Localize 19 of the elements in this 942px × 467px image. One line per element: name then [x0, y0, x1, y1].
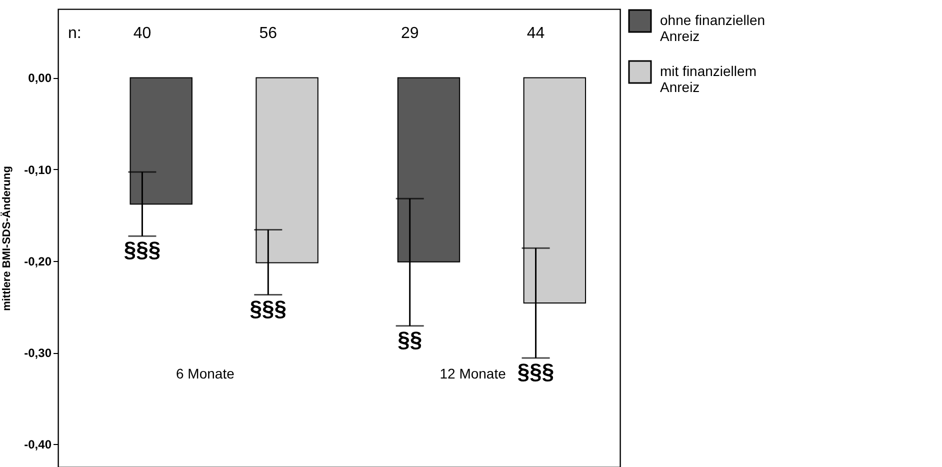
annotation: §§: [398, 326, 422, 352]
annotation: §§§: [250, 296, 287, 321]
annotation: 56: [259, 25, 278, 42]
annotation: 40: [133, 25, 152, 42]
y-tick-label: -0,10: [24, 162, 52, 177]
y-axis-title: mittlere BMI-SDS-Änderung: [0, 166, 14, 311]
y-tick-label: -0,40: [24, 438, 52, 452]
y-tick-label: -0,30: [24, 346, 52, 360]
y-tick-label: -0,20: [24, 254, 52, 268]
legend-label: ohne finanziellen Anreiz: [660, 12, 766, 44]
annotation: 29: [400, 25, 419, 42]
annotation: §§§: [517, 358, 554, 384]
annotation: §§§: [124, 237, 161, 262]
legend-label: mit finanziellem Anreiz: [660, 63, 756, 95]
x-tick-label: 12 Monate: [440, 366, 506, 382]
x-tick-label: 6 Monate: [176, 366, 235, 382]
annotation: 44: [526, 25, 545, 42]
annotation: n:: [68, 25, 82, 42]
y-tick-label: 0,00: [28, 71, 52, 86]
